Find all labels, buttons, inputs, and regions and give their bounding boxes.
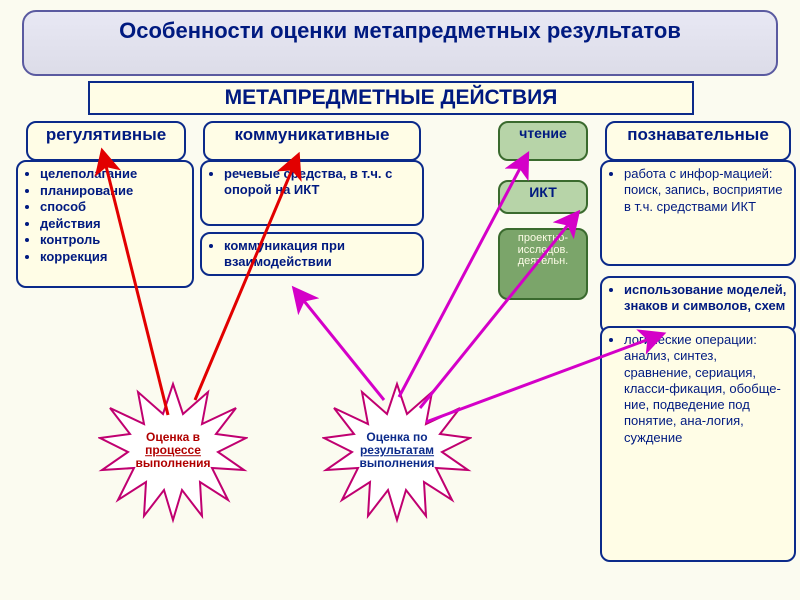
star-text: результатам xyxy=(360,443,434,457)
star-text: выполнения xyxy=(359,457,434,471)
comm-bullet: коммуникация при взаимодействии xyxy=(224,238,418,269)
reg-bullet: действия xyxy=(40,216,188,232)
category-cognitive: познавательные xyxy=(605,121,791,161)
reg-bullet: коррекция xyxy=(40,249,188,265)
star-text: Оценка по xyxy=(366,430,427,444)
category-communicative: коммуникативные xyxy=(203,121,421,161)
starburst-right: Оценка по результатам выполнения xyxy=(322,376,472,526)
cognitive-group-1: работа с инфор-мацией: поиск, запись, во… xyxy=(600,160,796,266)
reg-bullet: контроль xyxy=(40,232,188,248)
reg-bullet: способ xyxy=(40,199,188,215)
cogn-lead: логические операции: xyxy=(624,332,757,347)
reg-bullet: целеполагание xyxy=(40,166,188,182)
starburst-right-label: Оценка по результатам выполнения xyxy=(352,431,442,471)
comm-bullet: речевые средства, в т.ч. с опорой на ИКТ xyxy=(224,166,418,197)
category-reading: чтение xyxy=(498,121,588,161)
star-text: Оценка в xyxy=(146,430,200,444)
comm-bullets-2: коммуникация при взаимодействии xyxy=(200,232,424,276)
reg-bullet: планирование xyxy=(40,183,188,199)
category-regulative: регулятивные xyxy=(26,121,186,161)
green-ikt: ИКТ xyxy=(498,180,588,214)
comm-bullets-1: речевые средства, в т.ч. с опорой на ИКТ xyxy=(200,160,424,226)
main-title: Особенности оценки метапредметных резуль… xyxy=(22,10,778,76)
cogn-tail: поиск, запись, восприятие в т.ч. средств… xyxy=(624,182,782,213)
cogn-bullet: работа с инфор-мацией: поиск, запись, во… xyxy=(624,166,788,215)
cogn-lead: работа с инфор-мацией: xyxy=(624,166,773,181)
starburst-left-label: Оценка в процессе выполнения xyxy=(128,431,218,471)
starburst-left: Оценка в процессе выполнения xyxy=(98,376,248,526)
green-research: проектно-исследов. деятельн. xyxy=(498,228,588,300)
sub-title: МЕТАПРЕДМЕТНЫЕ ДЕЙСТВИЯ xyxy=(88,81,694,115)
star-text: выполнения xyxy=(135,457,210,471)
star-text: процессе xyxy=(145,443,201,457)
cognitive-group-2b: логические операции: анализ, синтез, сра… xyxy=(600,326,796,562)
regulative-bullets: целеполагание планирование способ действ… xyxy=(16,160,194,288)
cogn-bullet: использование моделей, знаков и символов… xyxy=(624,282,790,313)
cogn-bullet: логические операции: анализ, синтез, сра… xyxy=(624,332,788,446)
cogn-tail: анализ, синтез, сравнение, сериация, кла… xyxy=(624,348,781,444)
